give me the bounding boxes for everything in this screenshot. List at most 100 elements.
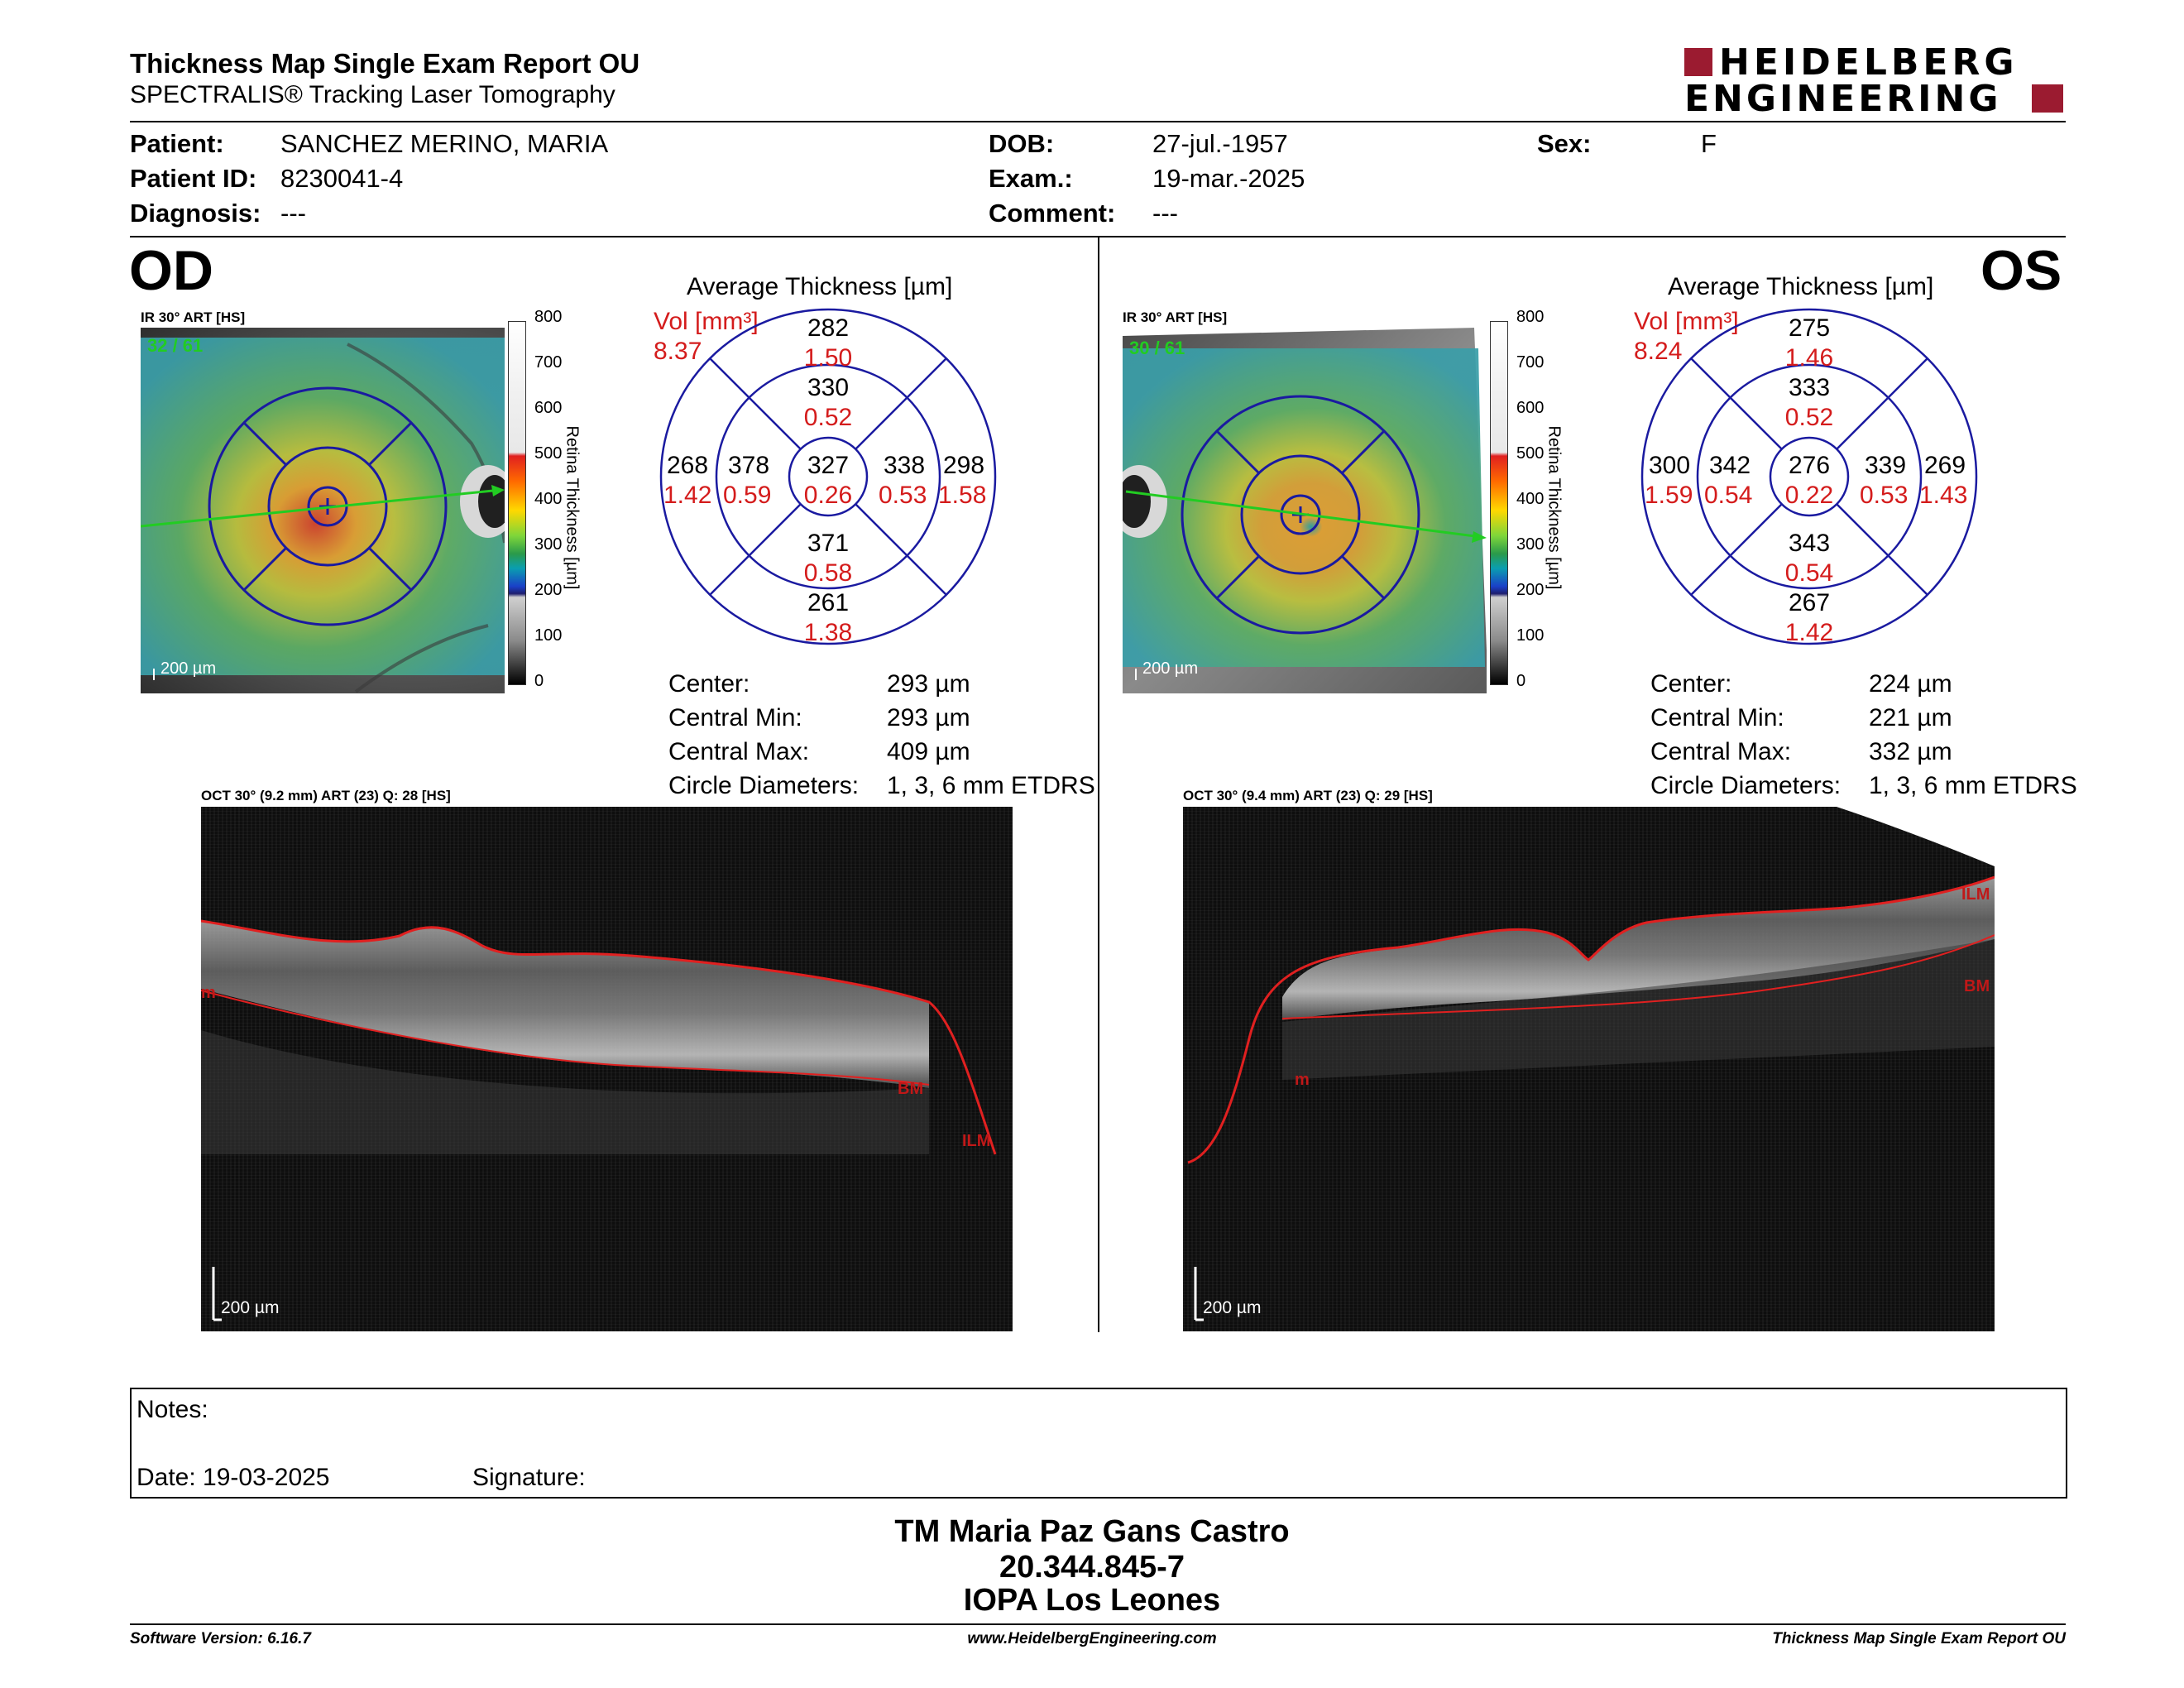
od-outer-top-volume: 1.50 bbox=[803, 344, 853, 372]
os-outer-right-thickness: 269 bbox=[1924, 452, 1966, 479]
eye-divider bbox=[1098, 237, 1099, 1332]
os-colorbar-ticks: 800 700 600 500 400 300 200 100 0 bbox=[1508, 308, 1545, 697]
od-tick-200: 200 bbox=[534, 581, 563, 599]
sex-value: F bbox=[1701, 129, 1717, 158]
os-outer-top-volume: 1.46 bbox=[1784, 344, 1834, 372]
od-inner-top-thickness: 330 bbox=[807, 374, 850, 401]
os-tick-800: 800 bbox=[1516, 308, 1545, 326]
os-min-value: 221 µm bbox=[1869, 704, 1952, 731]
os-max-value: 332 µm bbox=[1869, 738, 1952, 765]
os-max-label: Central Max: bbox=[1650, 738, 1792, 765]
od-inner-right-thickness: 338 bbox=[884, 452, 926, 479]
os-oct-tag-ilm: ILM bbox=[1961, 885, 1990, 904]
od-oct-scale: 200 µm bbox=[221, 1298, 279, 1317]
os-fundus-image: 30 / 61 200 µm bbox=[1123, 328, 1487, 693]
os-ir-label: IR 30° ART [HS] bbox=[1123, 309, 1228, 325]
od-oct-tag-left: m bbox=[201, 984, 216, 1002]
od-tick-400: 400 bbox=[534, 490, 563, 508]
os-tick-200: 200 bbox=[1516, 581, 1545, 599]
od-inner-bottom-volume: 0.58 bbox=[803, 559, 853, 587]
report-title: Thickness Map Single Exam Report OU bbox=[130, 48, 640, 79]
od-oct-tag-bm: BM bbox=[898, 1080, 923, 1098]
od-inner-left-volume: 0.59 bbox=[723, 482, 772, 509]
os-inner-right-thickness: 339 bbox=[1865, 452, 1907, 479]
os-oct-label: OCT 30° (9.4 mm) ART (23) Q: 29 [HS] bbox=[1183, 788, 1433, 803]
sex-label: Sex: bbox=[1537, 129, 1592, 158]
od-tick-700: 700 bbox=[534, 353, 563, 372]
od-center-volume: 0.26 bbox=[803, 482, 853, 509]
od-outer-bottom-thickness: 261 bbox=[807, 589, 850, 616]
diagnosis-label: Diagnosis: bbox=[130, 199, 261, 228]
od-inner-bottom-thickness: 371 bbox=[807, 530, 850, 557]
os-tick-600: 600 bbox=[1516, 399, 1545, 417]
od-colorbar bbox=[508, 321, 526, 685]
os-outer-left-volume: 1.59 bbox=[1645, 482, 1693, 509]
od-min-value: 293 µm bbox=[887, 704, 970, 731]
os-inner-right-volume: 0.53 bbox=[1860, 482, 1909, 509]
stamp-name: TM Maria Paz Gans Castro bbox=[894, 1514, 1290, 1549]
os-eye-label: OS bbox=[1980, 239, 2062, 302]
od-colorbar-ticks: 800 700 600 500 400 300 200 100 0 bbox=[526, 308, 563, 697]
dob-label: DOB: bbox=[989, 129, 1055, 158]
header-divider bbox=[130, 121, 2066, 122]
od-ir-art: 32 / 61 bbox=[147, 335, 203, 356]
exam-label: Exam.: bbox=[989, 164, 1073, 193]
os-oct-tag-bm: BM bbox=[1964, 977, 1990, 995]
dob-value: 27-jul.-1957 bbox=[1152, 129, 1288, 158]
od-center-value: 293 µm bbox=[887, 670, 970, 698]
od-min-label: Central Min: bbox=[668, 704, 802, 731]
os-outer-right-volume: 1.43 bbox=[1919, 482, 1968, 509]
os-avg-title: Average Thickness [µm] bbox=[1668, 273, 1934, 300]
notes-box[interactable]: Notes: Date: 19-03-2025 Signature: bbox=[130, 1388, 2067, 1499]
od-tick-0: 0 bbox=[534, 672, 544, 690]
os-inner-top-volume: 0.52 bbox=[1784, 404, 1834, 431]
footer-software: Software Version: 6.16.7 bbox=[130, 1630, 311, 1647]
report-subtitle: SPECTRALIS® Tracking Laser Tomography bbox=[130, 81, 615, 108]
os-inner-bottom-thickness: 343 bbox=[1788, 530, 1831, 557]
os-tick-700: 700 bbox=[1516, 353, 1545, 372]
footer-report: Thickness Map Single Exam Report OU bbox=[1772, 1630, 2066, 1647]
os-inner-top-thickness: 333 bbox=[1788, 374, 1831, 401]
logo-text-bottom: ENGINEERING bbox=[1684, 78, 2002, 120]
patient-label: Patient: bbox=[130, 129, 224, 158]
od-avg-title: Average Thickness [µm] bbox=[687, 273, 953, 300]
os-thickness-map: 30 / 61 200 µm bbox=[1123, 328, 1487, 693]
patient-id-label: Patient ID: bbox=[130, 164, 257, 193]
od-ir-label: IR 30° ART [HS] bbox=[141, 309, 246, 325]
os-ir-scale: 200 µm bbox=[1142, 659, 1198, 678]
od-colorbar-title: Retina Thickness [µm] bbox=[563, 425, 582, 590]
os-diam-label: Circle Diameters: bbox=[1650, 772, 1842, 799]
os-outer-top-thickness: 275 bbox=[1788, 314, 1831, 342]
os-diam-value: 1, 3, 6 mm ETDRS bbox=[1869, 772, 2077, 799]
os-vol-total: 8.24 bbox=[1634, 338, 1683, 365]
logo-square-top bbox=[1684, 48, 1712, 76]
od-tick-300: 300 bbox=[534, 535, 563, 554]
os-tick-0: 0 bbox=[1516, 672, 1526, 690]
os-inner-left-thickness: 342 bbox=[1709, 452, 1751, 479]
os-center-label: Center: bbox=[1650, 670, 1732, 698]
diagnosis-value: --- bbox=[280, 199, 306, 228]
od-tick-800: 800 bbox=[534, 308, 563, 326]
os-center-value: 224 µm bbox=[1869, 670, 1952, 698]
os-min-label: Central Min: bbox=[1650, 704, 1784, 731]
stamp-institution: IOPA Los Leones bbox=[963, 1583, 1221, 1618]
os-tick-400: 400 bbox=[1516, 490, 1545, 508]
od-fundus-image: 32 / 61 200 µm bbox=[141, 328, 505, 693]
notes-signature: Signature: bbox=[472, 1464, 586, 1491]
od-diam-value: 1, 3, 6 mm ETDRS bbox=[887, 772, 1095, 799]
os-colorbar-title: Retina Thickness [µm] bbox=[1545, 425, 1564, 590]
od-tick-600: 600 bbox=[534, 399, 563, 417]
od-vol-total: 8.37 bbox=[654, 338, 702, 365]
footer-url[interactable]: www.HeidelbergEngineering.com bbox=[967, 1630, 1217, 1647]
od-max-value: 409 µm bbox=[887, 738, 970, 765]
comment-label: Comment: bbox=[989, 199, 1116, 228]
od-oct-tag-ilm: ILM bbox=[962, 1132, 990, 1150]
od-outer-left-volume: 1.42 bbox=[663, 482, 712, 509]
os-etdrs-grid bbox=[1640, 308, 1978, 645]
od-vol-label: Vol [mm³] bbox=[654, 308, 759, 335]
os-tick-100: 100 bbox=[1516, 626, 1545, 645]
notes-date: Date: 19-03-2025 bbox=[136, 1464, 330, 1491]
exam-value: 19-mar.-2025 bbox=[1152, 164, 1305, 193]
od-outer-left-thickness: 268 bbox=[667, 452, 709, 479]
os-oct-tag-left: m bbox=[1295, 1071, 1310, 1089]
